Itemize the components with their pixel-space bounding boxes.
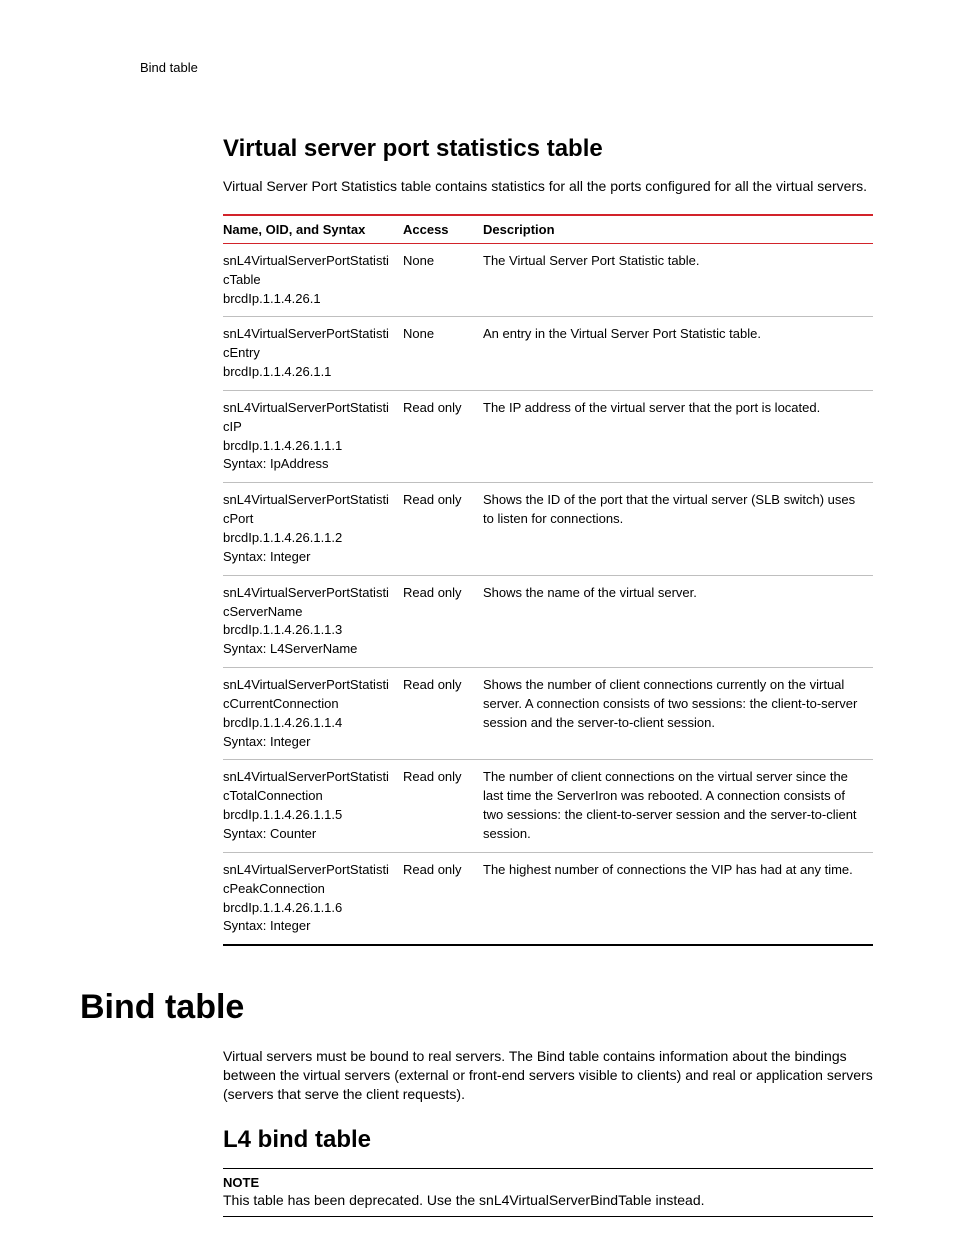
name-line: brcdIp.1.1.4.26.1.1.5 (223, 806, 393, 825)
name-line: Syntax: Integer (223, 917, 393, 936)
name-line: brcdIp.1.1.4.26.1.1.3 (223, 621, 393, 640)
cell-description: The IP address of the virtual server tha… (483, 390, 873, 482)
note-title: NOTE (223, 1175, 873, 1190)
mib-table: Name, OID, and Syntax Access Description… (223, 214, 873, 946)
cell-name-oid-syntax: snL4VirtualServerPortStatisticEntrybrcdI… (223, 317, 403, 391)
table-row: snL4VirtualServerPortStatisticPortbrcdIp… (223, 483, 873, 575)
running-head: Bind table (140, 60, 874, 75)
cell-description: The Virtual Server Port Statistic table. (483, 243, 873, 317)
cell-description: Shows the ID of the port that the virtua… (483, 483, 873, 575)
name-line: snL4VirtualServerPortStatisticIP (223, 399, 393, 437)
section-heading-virtual-server-port-statistics: Virtual server port statistics table (223, 135, 873, 163)
table-header-access: Access (403, 215, 483, 244)
table-header-description: Description (483, 215, 873, 244)
cell-name-oid-syntax: snL4VirtualServerPortStatisticCurrentCon… (223, 668, 403, 760)
name-line: brcdIp.1.1.4.26.1.1.2 (223, 529, 393, 548)
cell-name-oid-syntax: snL4VirtualServerPortStatisticServerName… (223, 575, 403, 667)
cell-access: Read only (403, 852, 483, 945)
name-line: brcdIp.1.1.4.26.1.1.6 (223, 899, 393, 918)
name-line: brcdIp.1.1.4.26.1.1.1 (223, 437, 393, 456)
name-line: Syntax: L4ServerName (223, 640, 393, 659)
name-line: brcdIp.1.1.4.26.1.1.4 (223, 714, 393, 733)
section-heading-bind-table: Bind table (80, 988, 874, 1027)
cell-name-oid-syntax: snL4VirtualServerPortStatisticPeakConnec… (223, 852, 403, 945)
name-line: brcdIp.1.1.4.26.1.1 (223, 363, 393, 382)
name-line: snL4VirtualServerPortStatisticEntry (223, 325, 393, 363)
cell-description: Shows the number of client connections c… (483, 668, 873, 760)
content-column-2: Virtual servers must be bound to real se… (223, 1047, 873, 1217)
cell-access: Read only (403, 483, 483, 575)
name-line: brcdIp.1.1.4.26.1 (223, 290, 393, 309)
cell-access: Read only (403, 390, 483, 482)
cell-name-oid-syntax: snL4VirtualServerPortStatisticIPbrcdIp.1… (223, 390, 403, 482)
table-row: snL4VirtualServerPortStatisticTotalConne… (223, 760, 873, 852)
cell-description: The number of client connections on the … (483, 760, 873, 852)
table-row: snL4VirtualServerPortStatisticTablebrcdI… (223, 243, 873, 317)
name-line: snL4VirtualServerPortStatisticPeakConnec… (223, 861, 393, 899)
content-column: Virtual server port statistics table Vir… (223, 135, 873, 946)
name-line: Syntax: Integer (223, 733, 393, 752)
section-intro: Virtual Server Port Statistics table con… (223, 177, 873, 196)
cell-description: An entry in the Virtual Server Port Stat… (483, 317, 873, 391)
cell-name-oid-syntax: snL4VirtualServerPortStatisticTablebrcdI… (223, 243, 403, 317)
cell-access: Read only (403, 668, 483, 760)
table-row: snL4VirtualServerPortStatisticServerName… (223, 575, 873, 667)
table-row: snL4VirtualServerPortStatisticEntrybrcdI… (223, 317, 873, 391)
cell-access: Read only (403, 760, 483, 852)
cell-name-oid-syntax: snL4VirtualServerPortStatisticTotalConne… (223, 760, 403, 852)
name-line: snL4VirtualServerPortStatisticTable (223, 252, 393, 290)
table-row: snL4VirtualServerPortStatisticCurrentCon… (223, 668, 873, 760)
name-line: Syntax: IpAddress (223, 455, 393, 474)
table-row: snL4VirtualServerPortStatisticIPbrcdIp.1… (223, 390, 873, 482)
note-box: NOTE This table has been deprecated. Use… (223, 1168, 873, 1217)
bind-intro: Virtual servers must be bound to real se… (223, 1047, 873, 1104)
cell-description: Shows the name of the virtual server. (483, 575, 873, 667)
cell-access: Read only (403, 575, 483, 667)
name-line: snL4VirtualServerPortStatisticCurrentCon… (223, 676, 393, 714)
cell-access: None (403, 243, 483, 317)
cell-name-oid-syntax: snL4VirtualServerPortStatisticPortbrcdIp… (223, 483, 403, 575)
table-row: snL4VirtualServerPortStatisticPeakConnec… (223, 852, 873, 945)
table-header-row: Name, OID, and Syntax Access Description (223, 215, 873, 244)
name-line: snL4VirtualServerPortStatisticTotalConne… (223, 768, 393, 806)
name-line: snL4VirtualServerPortStatisticServerName (223, 584, 393, 622)
name-line: Syntax: Integer (223, 548, 393, 567)
table-header-name: Name, OID, and Syntax (223, 215, 403, 244)
page: Bind table Virtual server port statistic… (0, 0, 954, 1235)
name-line: snL4VirtualServerPortStatisticPort (223, 491, 393, 529)
cell-access: None (403, 317, 483, 391)
cell-description: The highest number of connections the VI… (483, 852, 873, 945)
name-line: Syntax: Counter (223, 825, 393, 844)
note-body: This table has been deprecated. Use the … (223, 1192, 873, 1208)
section-heading-l4-bind-table: L4 bind table (223, 1126, 873, 1154)
